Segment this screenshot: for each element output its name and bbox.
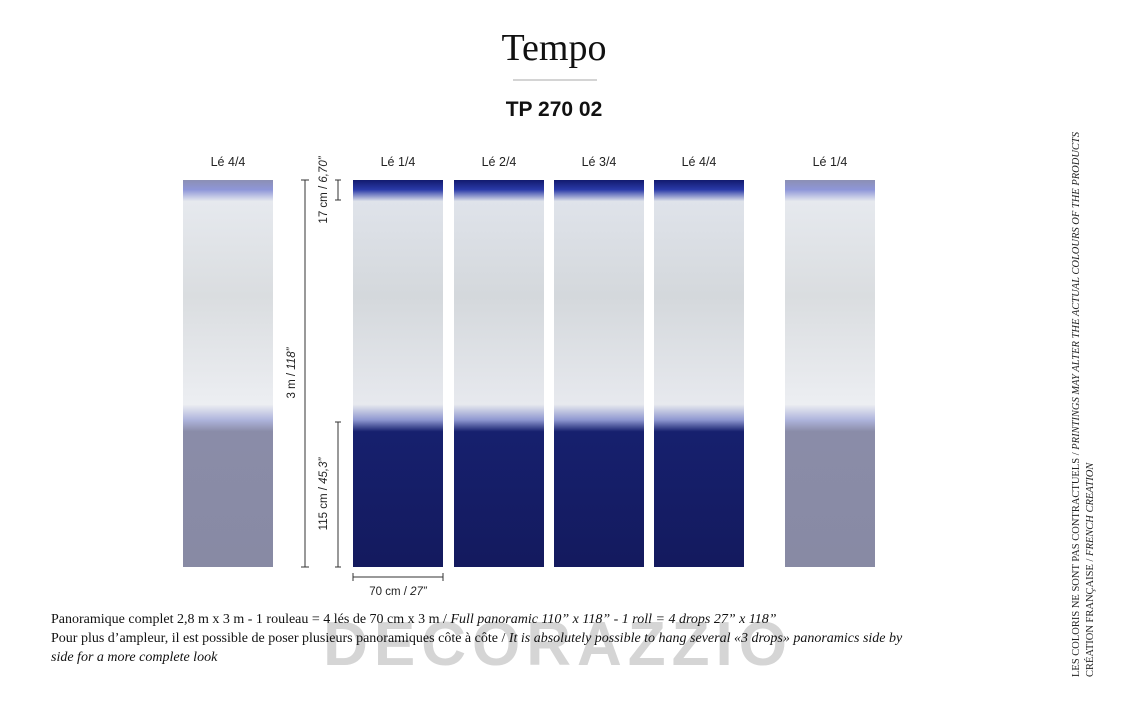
wallpaper-drop (454, 180, 544, 567)
watermark: DECORAZZIO (323, 610, 793, 679)
dimension: 3 m / 118” (286, 346, 298, 398)
wallpaper-drop (785, 180, 875, 567)
drop-label: Lé 4/4 (211, 155, 246, 169)
panels: Lé 4/4 Lé 1/4 Lé 2/4 Lé 3/4 Lé 4/4 Lé 1/4 (183, 155, 875, 567)
notice-line-italic: FRENCH CREATION (1085, 462, 1096, 557)
notice-line-normal: CRÉATION FRANÇAISE / (1084, 556, 1096, 677)
description: Panoramique complet 2,8 m x 3 m - 1 roul… (51, 612, 903, 665)
description-line: Pour plus d’ampleur, il est possible de … (51, 631, 903, 646)
drop-label: Lé 4/4 (682, 155, 717, 169)
dim-metric: 115 cm / (318, 484, 330, 530)
dimension-lines (301, 179, 444, 581)
description-line-italic: side for a more complete look (51, 650, 218, 665)
notice-line: LES COLORIS NE SONT PAS CONTRACTUELS / P… (1071, 131, 1082, 677)
wallpaper-drop (183, 180, 273, 567)
drop-label: Lé 2/4 (482, 155, 517, 169)
description-line-normal: Pour plus d’ampleur, il est possible de … (51, 631, 509, 646)
notice-line-italic: PRINTINGS MAY ALTER THE ACTUAL COLOURS O… (1071, 131, 1082, 450)
dim-metric: 70 cm / (369, 586, 410, 598)
description-line-normal: Panoramique complet 2,8 m x 3 m - 1 roul… (51, 612, 450, 627)
dimension: 17 cm / 6,70” (318, 155, 330, 223)
reference: TP 270 02 (506, 98, 603, 121)
title: Tempo (502, 27, 607, 69)
dim-imperial: 6,70” (318, 155, 330, 182)
dim-imperial: 118” (286, 346, 298, 369)
description-line-italic: It is absolutely possible to hang severa… (508, 631, 903, 646)
dim-imperial: 45,3” (318, 457, 330, 484)
notice-line-normal: LES COLORIS NE SONT PAS CONTRACTUELS / (1071, 450, 1082, 677)
wallpaper-drop (353, 180, 443, 567)
wallpaper-drop (554, 180, 644, 567)
description-line-italic: Full panoramic 110” x 118” - 1 roll = 4 … (449, 612, 776, 627)
description-line: side for a more complete look (51, 650, 218, 665)
drop-label: Lé 3/4 (582, 155, 617, 169)
side-notice: LES COLORIS NE SONT PAS CONTRACTUELS / P… (1071, 131, 1096, 677)
dimension: 115 cm / 45,3” (318, 457, 330, 531)
drop-label: Lé 1/4 (813, 155, 848, 169)
wallpaper-drop (654, 180, 744, 567)
dimension: 70 cm / 27” (369, 586, 428, 598)
notice-line: CRÉATION FRANÇAISE / FRENCH CREATION (1084, 462, 1096, 677)
drop-label: Lé 1/4 (381, 155, 416, 169)
dim-metric: 3 m / (286, 370, 298, 399)
dim-imperial: 27” (409, 586, 428, 598)
dim-metric: 17 cm / (318, 183, 330, 224)
description-line: Panoramique complet 2,8 m x 3 m - 1 roul… (51, 612, 777, 627)
